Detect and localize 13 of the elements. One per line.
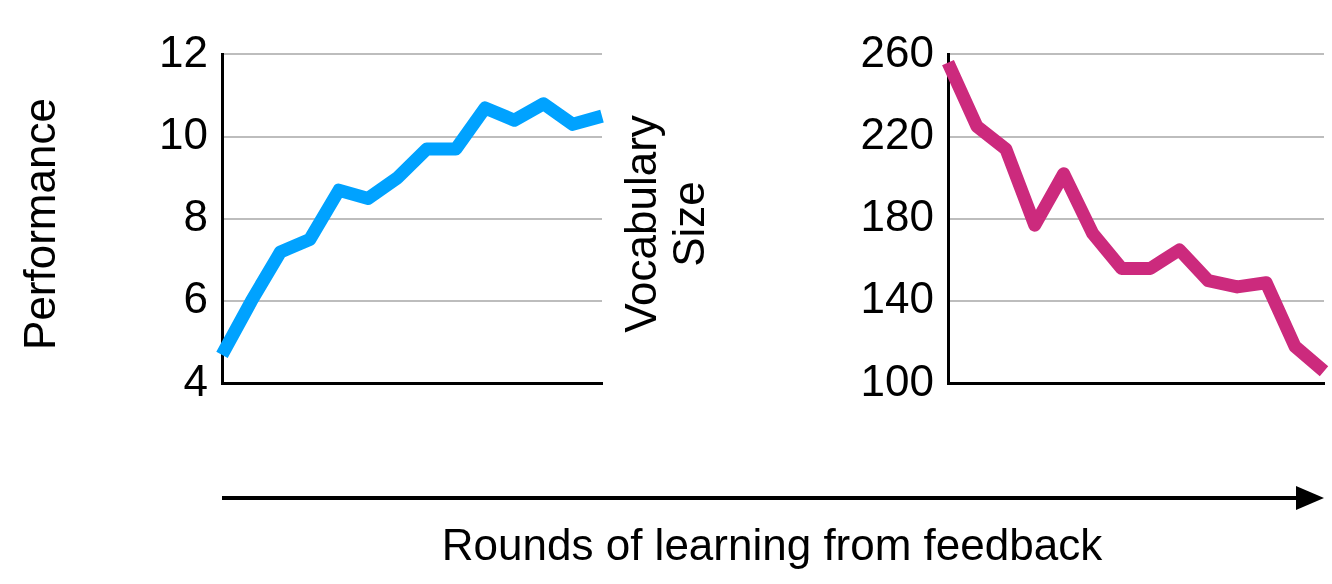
- y-tick-label: 8: [183, 191, 208, 241]
- x-axis-title: Rounds of learning from feedback: [440, 520, 1104, 570]
- y-axis-title: Vocabulary Size: [616, 114, 713, 335]
- y-tick-label: 220: [860, 108, 934, 158]
- y-tick-label: 140: [860, 273, 934, 323]
- y-tick-label: 6: [183, 273, 208, 323]
- y-tick-label: 12: [159, 26, 208, 76]
- y-tick-label: 10: [159, 108, 208, 158]
- y-tick-label: 100: [860, 355, 934, 405]
- y-tick-label: 4: [183, 355, 208, 405]
- y-tick-label: 180: [860, 191, 934, 241]
- y-axis-title: Performance: [15, 97, 64, 352]
- y-tick-label: 260: [860, 26, 934, 76]
